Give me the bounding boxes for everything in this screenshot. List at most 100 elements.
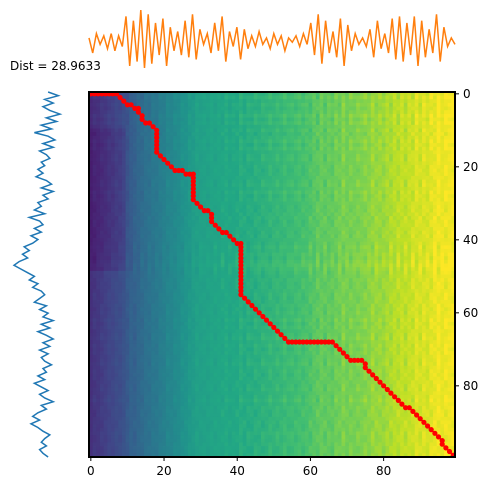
heatmap-cell [209, 99, 214, 104]
heatmap-cell [191, 234, 196, 239]
heatmap-cell [293, 139, 299, 144]
heatmap-cell [422, 179, 427, 184]
heatmap-cell [154, 121, 159, 126]
heatmap-cell [286, 132, 291, 137]
heatmap-cell [422, 113, 427, 118]
heatmap-cell [272, 150, 277, 155]
heatmap-cell [206, 179, 211, 184]
heatmap-cell [374, 227, 379, 232]
heatmap-cell [110, 245, 116, 250]
heatmap-cell [315, 259, 320, 264]
heatmap-cell [315, 208, 320, 213]
heatmap-cell [206, 194, 211, 199]
heatmap-cell [436, 135, 441, 140]
heatmap-cell [286, 194, 291, 199]
heatmap-cell [370, 267, 375, 272]
heatmap-cell [184, 238, 189, 243]
heatmap-cell [103, 183, 108, 188]
heatmap-cell [414, 121, 419, 126]
heatmap-cell [165, 154, 170, 159]
heatmap-cell [268, 197, 273, 202]
heatmap-cell [363, 216, 368, 221]
heatmap-cell [282, 183, 288, 188]
heatmap-cell [359, 154, 364, 159]
heatmap-cell [173, 201, 178, 206]
heatmap-cell [440, 212, 445, 217]
heatmap-cell [407, 201, 412, 206]
heatmap-cell [282, 172, 288, 177]
heatmap-cell [268, 95, 273, 100]
heatmap-cell [184, 248, 189, 253]
heatmap-cell [363, 267, 368, 272]
heatmap-cell [187, 113, 192, 118]
heatmap-cell [301, 256, 306, 261]
heatmap-cell [312, 230, 317, 235]
heatmap-cell [272, 227, 277, 232]
heatmap-cell [341, 117, 346, 122]
heatmap-cell [114, 113, 119, 118]
heatmap-cell [92, 263, 97, 268]
heatmap-cell [121, 256, 126, 261]
heatmap-cell [275, 179, 280, 184]
heatmap-cell [363, 263, 368, 268]
heatmap-cell [198, 117, 203, 122]
heatmap-cell [235, 216, 240, 221]
heatmap-cell [363, 230, 368, 235]
heatmap-cell [356, 113, 361, 118]
heatmap-cell [297, 256, 302, 261]
heatmap-cell [345, 99, 350, 104]
heatmap-cell [433, 205, 438, 210]
heatmap-cell [451, 99, 456, 104]
heatmap-cell [282, 154, 288, 159]
heatmap-cell [451, 259, 456, 264]
heatmap-cell [107, 201, 112, 206]
heatmap-cell [151, 230, 156, 235]
heatmap-cell [224, 216, 229, 221]
heatmap-cell [279, 161, 284, 166]
heatmap-cell [341, 241, 346, 246]
heatmap-cell [213, 186, 218, 191]
heatmap-cell [187, 143, 192, 148]
heatmap-cell [268, 223, 273, 228]
heatmap-cell [132, 252, 137, 257]
heatmap-cell [272, 263, 277, 268]
heatmap-cell [356, 223, 361, 228]
heatmap-cell [118, 102, 123, 107]
heatmap-cell [301, 113, 306, 118]
heatmap-cell [378, 212, 383, 217]
heatmap-cell [96, 270, 101, 275]
heatmap-cell [242, 121, 247, 126]
heatmap-cell [381, 139, 386, 144]
heatmap-cell [418, 223, 423, 228]
heatmap-cell [213, 154, 218, 159]
heatmap-cell [154, 223, 159, 228]
heatmap-cell [392, 135, 397, 140]
heatmap-cell [89, 165, 94, 170]
heatmap-cell [191, 102, 196, 107]
heatmap-cell [392, 172, 397, 177]
heatmap-cell [110, 197, 116, 202]
heatmap-cell [385, 230, 390, 235]
heatmap-cell [370, 259, 375, 264]
heatmap-cell [436, 124, 441, 129]
heatmap-cell [151, 183, 156, 188]
heatmap-cell [132, 165, 137, 170]
heatmap-cell [381, 157, 386, 162]
heatmap-cell [451, 92, 456, 97]
heatmap-cell [378, 186, 383, 191]
heatmap-cell [389, 117, 394, 122]
heatmap-cell [132, 154, 137, 159]
heatmap-cell [136, 157, 141, 162]
heatmap-cell [429, 238, 434, 243]
heatmap-cell [293, 194, 299, 199]
heatmap-cell [400, 179, 405, 184]
heatmap-cell [290, 168, 295, 173]
heatmap-cell [173, 263, 178, 268]
heatmap-cell [348, 183, 353, 188]
heatmap-cell [220, 161, 225, 166]
heatmap-cell [348, 208, 353, 213]
heatmap-cell [422, 161, 427, 166]
heatmap-cell [345, 208, 350, 213]
heatmap-cell [315, 179, 320, 184]
heatmap-cell [297, 117, 302, 122]
